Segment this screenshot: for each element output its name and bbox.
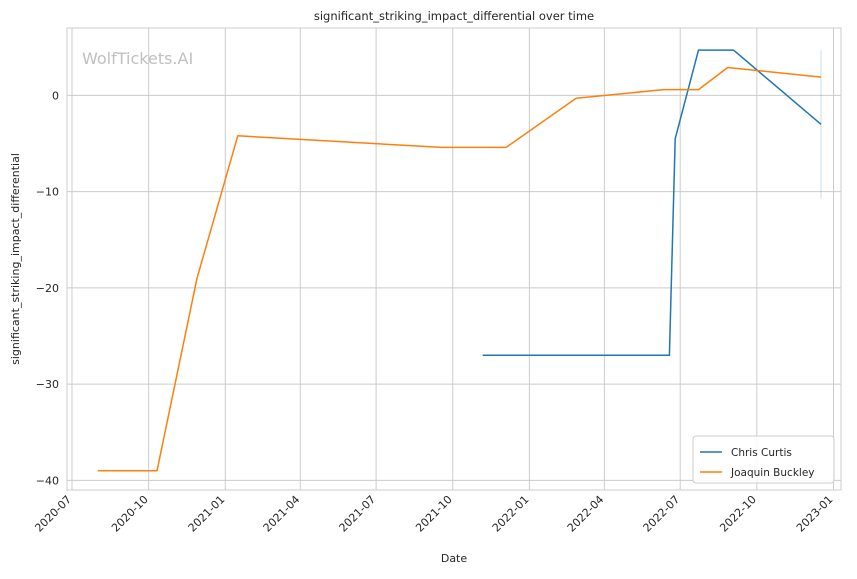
legend-box	[692, 435, 835, 484]
y-tick-label: −30	[36, 378, 59, 391]
x-tick-label: 2022-07	[641, 493, 683, 535]
x-tick-label: 2020-10	[109, 493, 151, 535]
x-tick-label: 2021-10	[413, 493, 455, 535]
plot-area	[67, 28, 841, 490]
x-tick-label: 2022-01	[490, 493, 532, 535]
y-tick-label: −20	[36, 282, 59, 295]
x-tick-labels: 2020-07 2020-10 2021-01 2021-04 2021-07 2021-…	[32, 493, 835, 535]
plot-frame	[66, 27, 842, 491]
x-tick-label: 2021-01	[186, 493, 228, 535]
x-tick-label: 2021-04	[261, 493, 303, 535]
legend-label-chris-curtis: Chris Curtis	[731, 447, 792, 459]
series-line-chris-curtis	[482, 49, 822, 357]
y-tick-label: −40	[36, 474, 59, 487]
grid-lines	[67, 28, 841, 490]
x-tick-label: 2020-07	[32, 493, 74, 535]
legend-label-joaquin-buckley: Joaquin Buckley	[730, 467, 815, 479]
chart-title: significant_striking_impact_differential…	[314, 9, 594, 23]
x-tick-label: 2023-01	[794, 493, 836, 535]
y-tick-labels: 0 −10 −20 −30 −40	[36, 89, 59, 487]
series-line-joaquin-buckley	[97, 66, 822, 472]
x-tick-label: 2021-07	[337, 493, 379, 535]
watermark: WolfTickets.AI	[82, 49, 193, 68]
x-tick-label: 2022-04	[565, 493, 607, 535]
legend: Chris Curtis Joaquin Buckley	[692, 435, 835, 484]
x-tick-label: 2022-10	[717, 493, 759, 535]
y-tick-label: −10	[36, 186, 59, 199]
y-axis-label: significant_striking_impact_differential	[9, 153, 22, 365]
x-axis-label: Date	[441, 552, 468, 565]
y-tick-label: 0	[52, 89, 59, 102]
series-lines	[97, 49, 822, 472]
